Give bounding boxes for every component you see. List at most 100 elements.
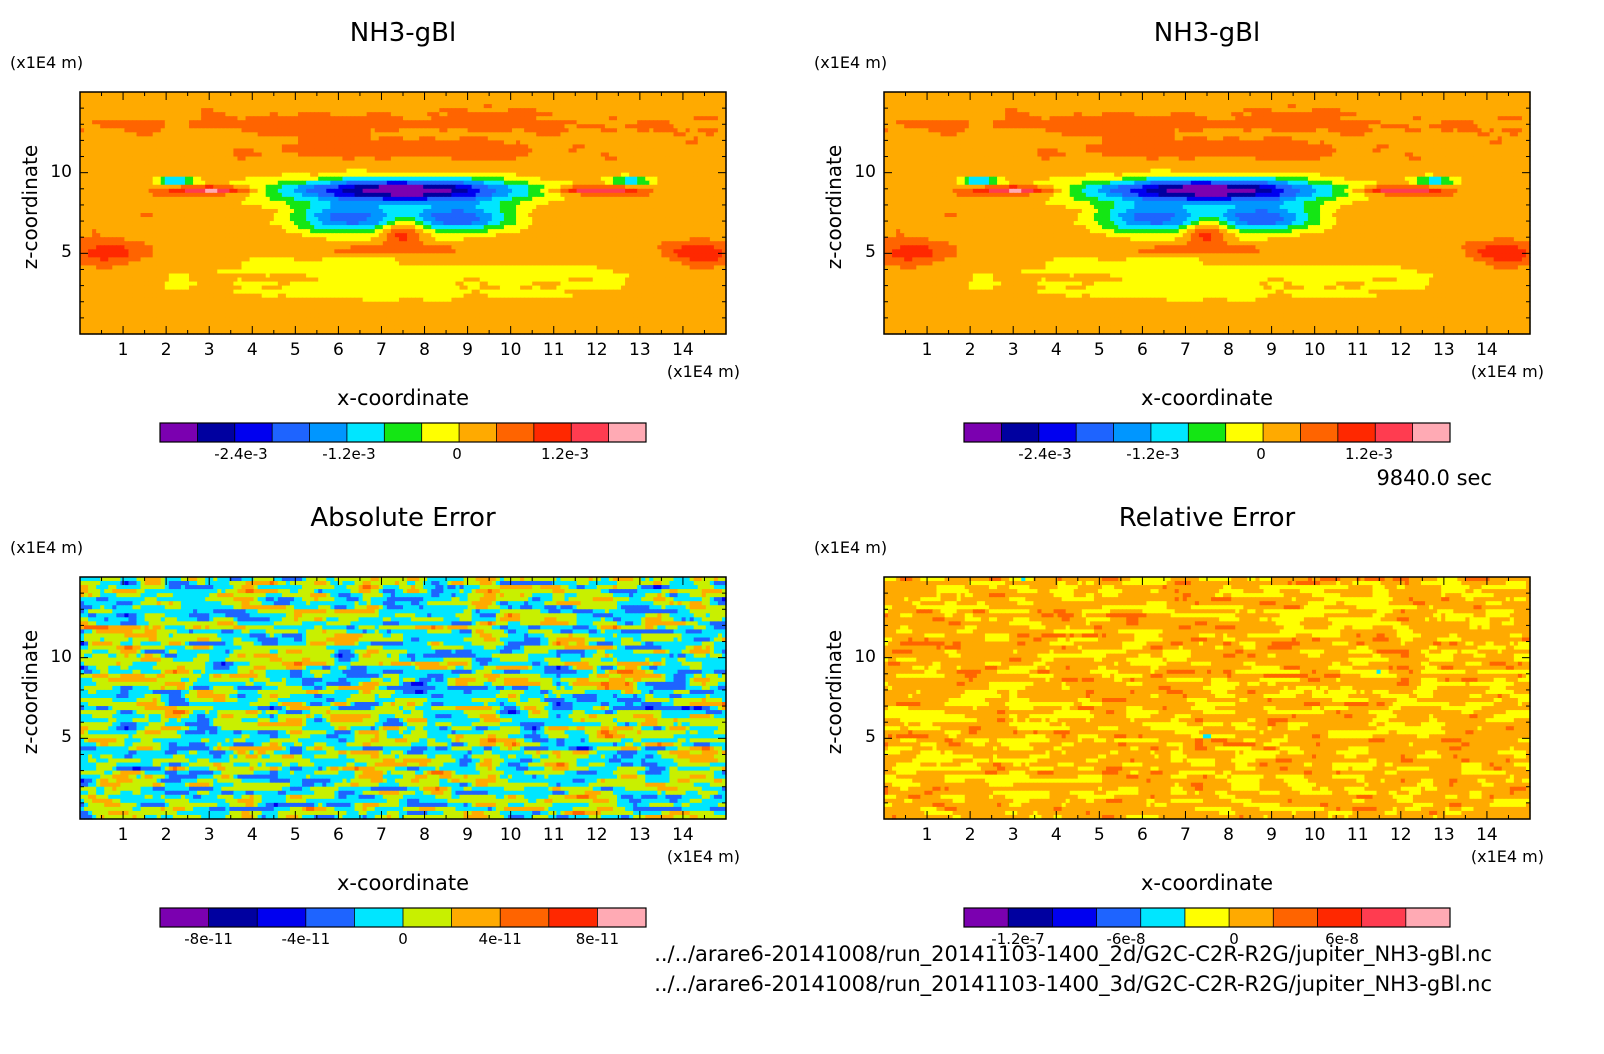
heatmap-cell	[277, 148, 283, 154]
heatmap-cell	[536, 124, 541, 129]
heatmap-cell	[245, 136, 251, 141]
heatmap-cell	[592, 156, 598, 162]
heatmap-cell	[197, 128, 202, 133]
heatmap-cell	[197, 140, 202, 146]
heatmap-cell	[322, 92, 327, 97]
heatmap-cell	[96, 100, 101, 105]
heatmap-cell	[633, 152, 638, 158]
heatmap-cell	[358, 116, 364, 121]
heatmap-cell	[334, 140, 339, 146]
heatmap-cell	[612, 108, 618, 113]
heatmap-cell	[721, 148, 727, 154]
heatmap-cell	[471, 180, 477, 186]
heatmap-cell	[637, 196, 642, 202]
heatmap-cell	[633, 196, 638, 202]
heatmap-cell	[213, 180, 218, 186]
heatmap-cell	[96, 92, 101, 97]
heatmap-cell	[588, 104, 594, 109]
heatmap-cell	[205, 120, 210, 125]
heatmap-cell	[616, 136, 622, 141]
heatmap-cell	[326, 92, 331, 97]
heatmap-cell	[536, 156, 541, 162]
heatmap-cell	[407, 200, 412, 206]
heatmap-cell	[588, 92, 594, 97]
heatmap-cell	[330, 196, 335, 202]
heatmap-cell	[306, 208, 311, 214]
heatmap-cell	[443, 156, 449, 162]
heatmap-cell	[366, 180, 372, 186]
heatmap-cell	[168, 164, 174, 170]
heatmap-cell	[612, 192, 618, 198]
heatmap-cell	[144, 132, 150, 137]
heatmap-cell	[633, 180, 638, 186]
heatmap-cell	[499, 204, 505, 210]
heatmap-cell	[507, 124, 513, 129]
heatmap-cell	[608, 104, 614, 109]
heatmap-cell	[524, 188, 529, 194]
heatmap-cell	[532, 200, 537, 206]
heatmap-cell	[717, 172, 723, 178]
heatmap-cell	[253, 176, 259, 182]
heatmap-cell	[439, 208, 444, 214]
heatmap-cell	[588, 128, 594, 133]
heatmap-cell	[116, 217, 121, 222]
heatmap-cell	[374, 213, 380, 218]
heatmap-cell	[697, 132, 703, 137]
heatmap-cell	[419, 100, 424, 105]
heatmap-cell	[580, 156, 586, 162]
heatmap-cell	[382, 156, 388, 162]
heatmap-cell	[358, 92, 364, 97]
heatmap-cell	[649, 188, 654, 194]
heatmap-cell	[665, 96, 671, 101]
heatmap-cell	[645, 152, 650, 158]
heatmap-cell	[503, 148, 509, 154]
heatmap-cell	[201, 144, 206, 150]
heatmap-cell	[657, 104, 662, 109]
heatmap-cell	[528, 104, 533, 109]
heatmap-cell	[524, 196, 529, 202]
heatmap-cell	[499, 172, 505, 178]
heatmap-cell	[140, 196, 146, 202]
heatmap-cell	[532, 92, 537, 97]
heatmap-cell	[677, 180, 683, 186]
heatmap-cell	[524, 104, 529, 109]
heatmap-cell	[302, 160, 307, 166]
heatmap-cell	[552, 204, 558, 210]
heatmap-cell	[697, 128, 703, 133]
heatmap-cell	[225, 124, 230, 129]
heatmap-cell	[213, 188, 218, 194]
heatmap-cell	[681, 100, 687, 105]
heatmap-cell	[572, 116, 578, 121]
heatmap-cell	[641, 156, 646, 162]
heatmap-cell	[378, 160, 384, 166]
heatmap-cell	[334, 104, 339, 109]
heatmap-cell	[512, 100, 517, 105]
heatmap-cell	[390, 144, 396, 150]
heatmap-cell	[641, 213, 646, 218]
heatmap-cell	[168, 213, 174, 218]
heatmap-cell	[229, 148, 235, 154]
heatmap-cell	[80, 116, 85, 121]
heatmap-cell	[112, 168, 117, 174]
heatmap-cell	[447, 108, 453, 113]
heatmap-cell	[407, 100, 412, 105]
heatmap-cell	[507, 213, 513, 218]
heatmap-cell	[455, 104, 461, 109]
heatmap-cell	[334, 184, 339, 190]
heatmap-cell	[600, 168, 606, 174]
heatmap-cell	[713, 108, 719, 113]
heatmap-cell	[403, 192, 408, 198]
heatmap-cell	[318, 152, 323, 158]
heatmap-cell	[584, 112, 590, 117]
heatmap-cell	[229, 156, 235, 162]
heatmap-cell	[576, 192, 582, 198]
heatmap-cell	[386, 204, 392, 210]
heatmap-cell	[536, 184, 541, 190]
heatmap-cell	[653, 108, 658, 113]
heatmap-cell	[197, 184, 202, 190]
heatmap-cell	[193, 116, 198, 121]
heatmap-cell	[681, 213, 687, 218]
heatmap-cell	[221, 160, 226, 166]
heatmap-cell	[681, 148, 687, 154]
heatmap-cell	[693, 116, 699, 121]
